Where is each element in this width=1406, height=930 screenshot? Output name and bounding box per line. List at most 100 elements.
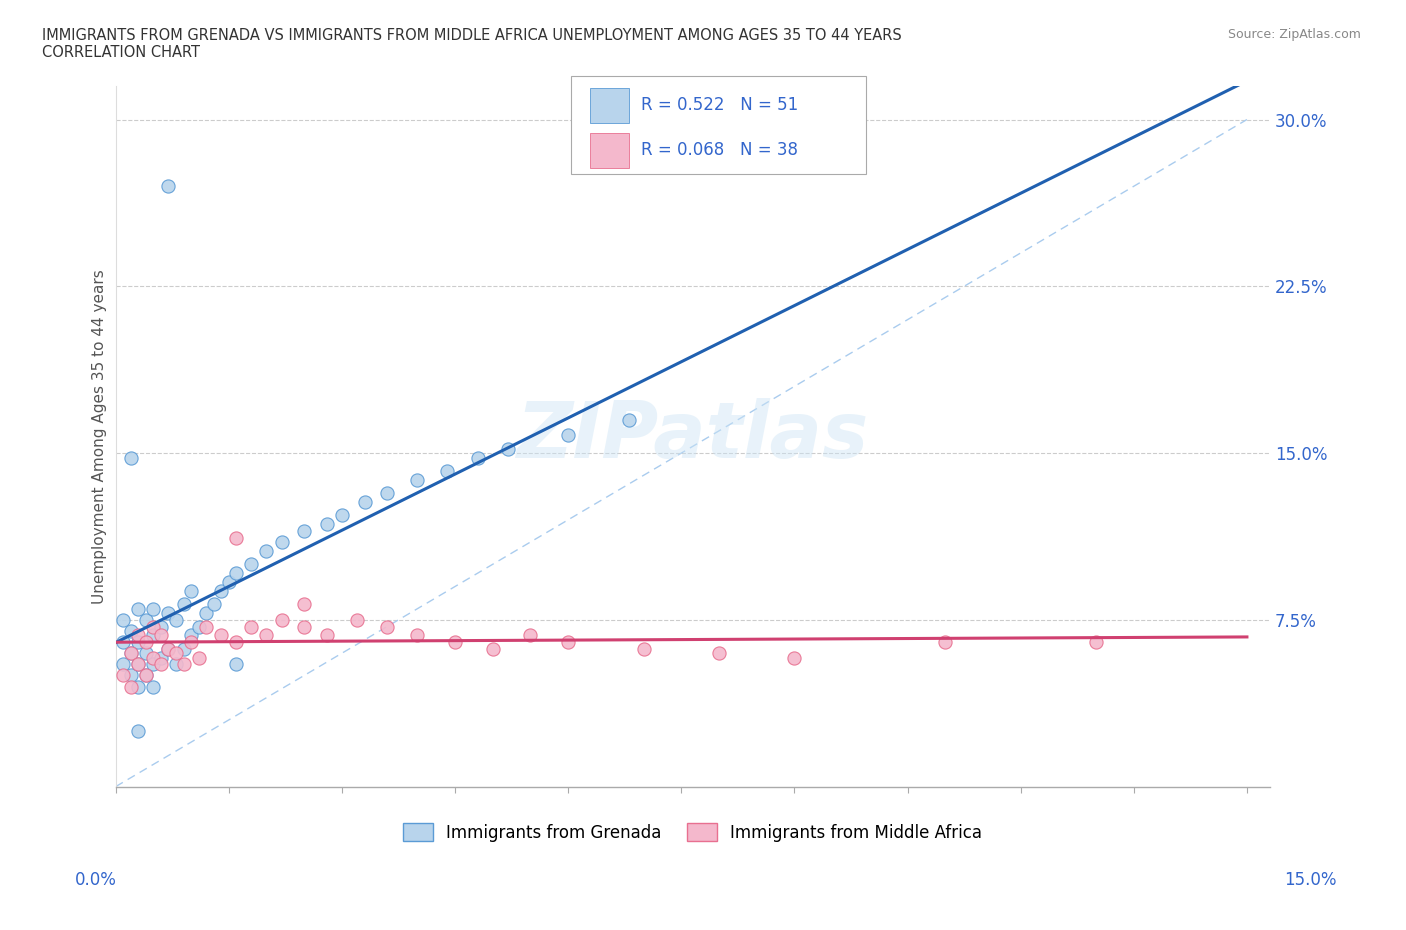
Point [127,634,149,649]
Point [292,619,315,634]
Point [120,679,142,694]
Point [120,668,142,683]
Point [256,628,278,643]
Point [436,463,458,478]
Point [218,575,240,590]
Point [209,628,232,643]
Point [112,657,135,671]
Point [120,645,142,660]
Point [142,602,165,617]
Point [149,650,172,665]
Point [180,583,202,598]
Point [120,623,142,638]
Point [127,657,149,671]
Point [240,557,263,572]
Legend: Immigrants from Grenada, Immigrants from Middle Africa: Immigrants from Grenada, Immigrants from… [396,817,988,848]
Point [173,642,195,657]
Point [127,679,149,694]
Text: CORRELATION CHART: CORRELATION CHART [42,45,200,60]
Point [406,628,429,643]
Point [783,650,806,665]
Point [157,642,180,657]
Point [187,619,209,634]
FancyBboxPatch shape [571,75,866,174]
Point [202,597,225,612]
Point [149,657,172,671]
Point [240,619,263,634]
Point [120,450,142,465]
Point [165,645,187,660]
Text: 15.0%: 15.0% [1284,871,1337,889]
Point [256,543,278,558]
Point [120,645,142,660]
Point [225,657,247,671]
Point [209,583,232,598]
Point [135,668,157,683]
Point [157,642,180,657]
Point [406,472,429,487]
Point [375,485,398,500]
Point [375,619,398,634]
Point [135,634,157,649]
Point [127,724,149,738]
Point [149,628,172,643]
Point [149,619,172,634]
Point [315,517,337,532]
Point [1085,634,1108,649]
Point [127,657,149,671]
Text: 0.0%: 0.0% [75,871,117,889]
Point [270,613,292,628]
Point [557,428,579,443]
Point [444,634,467,649]
Point [633,642,655,657]
Text: R = 0.522   N = 51: R = 0.522 N = 51 [641,96,799,113]
Point [142,619,165,634]
Point [142,679,165,694]
Point [195,605,218,620]
Point [135,645,157,660]
Point [112,634,135,649]
Point [707,645,730,660]
Point [330,508,353,523]
Point [135,668,157,683]
Point [225,634,247,649]
Point [173,657,195,671]
Point [187,650,209,665]
Point [519,628,541,643]
Point [157,605,180,620]
Point [165,657,187,671]
Point [934,634,956,649]
Point [346,613,368,628]
Point [127,628,149,643]
Point [617,412,640,427]
Text: R = 0.068   N = 38: R = 0.068 N = 38 [641,141,797,159]
Point [353,495,375,510]
Point [292,597,315,612]
Point [315,628,337,643]
Point [135,613,157,628]
Point [270,535,292,550]
Point [180,634,202,649]
FancyBboxPatch shape [591,87,628,123]
Point [496,441,519,456]
Point [165,613,187,628]
Point [481,642,503,657]
Point [225,565,247,580]
Point [112,668,135,683]
Point [180,628,202,643]
Point [112,613,135,628]
Point [127,602,149,617]
Point [292,524,315,538]
Y-axis label: Unemployment Among Ages 35 to 44 years: Unemployment Among Ages 35 to 44 years [93,269,107,604]
FancyBboxPatch shape [591,133,628,168]
Point [225,530,247,545]
Text: ZIPatlas: ZIPatlas [516,398,869,474]
Point [142,628,165,643]
Point [142,657,165,671]
Text: Source: ZipAtlas.com: Source: ZipAtlas.com [1227,28,1361,41]
Point [195,619,218,634]
Point [467,450,489,465]
Point [173,597,195,612]
Point [157,179,180,193]
Point [142,650,165,665]
